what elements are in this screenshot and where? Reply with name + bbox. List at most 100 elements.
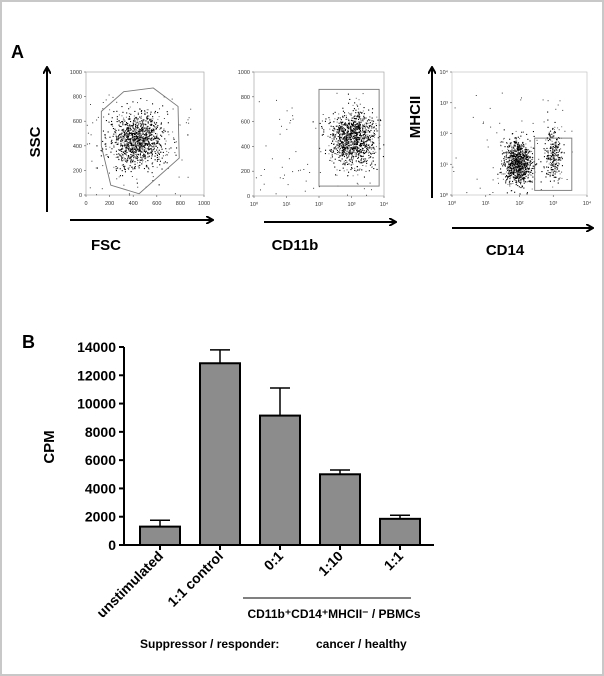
event-dot xyxy=(525,157,527,159)
event-dot xyxy=(341,142,343,144)
cpm-axis-label: CPM xyxy=(41,430,58,463)
event-dot xyxy=(127,136,129,138)
event-dot xyxy=(556,171,558,173)
event-dot xyxy=(121,153,123,155)
event-dot xyxy=(323,129,325,131)
event-dot xyxy=(363,136,365,138)
event-dot xyxy=(511,162,513,164)
event-dot xyxy=(500,145,502,147)
event-dot xyxy=(127,142,129,144)
event-dot xyxy=(522,172,524,174)
event-dot xyxy=(369,138,371,140)
event-dot xyxy=(553,135,555,137)
event-dot xyxy=(128,168,130,170)
event-dot xyxy=(321,134,323,136)
event-dot xyxy=(141,120,143,122)
event-dot xyxy=(90,104,91,105)
event-dot xyxy=(358,131,360,133)
event-dot xyxy=(358,139,360,141)
event-dot xyxy=(343,131,345,133)
event-dot xyxy=(345,138,347,140)
event-dot xyxy=(142,133,144,135)
event-dot xyxy=(351,152,353,154)
event-dot xyxy=(137,141,139,143)
event-dot xyxy=(166,111,168,113)
event-dot xyxy=(370,152,372,154)
event-dot xyxy=(514,179,516,181)
event-dot xyxy=(148,148,150,150)
event-dot xyxy=(523,170,525,172)
event-dot xyxy=(134,148,136,150)
event-dot xyxy=(340,119,342,121)
event-dot xyxy=(136,140,138,142)
event-dot xyxy=(373,120,375,122)
event-dot xyxy=(134,161,136,163)
event-dot xyxy=(347,131,349,133)
event-dot xyxy=(356,146,358,148)
y-tick-label: 12000 xyxy=(77,367,116,383)
event-dot xyxy=(549,159,551,161)
event-dot xyxy=(351,131,353,133)
event-dot xyxy=(353,145,355,147)
gate-polygon xyxy=(100,87,180,195)
event-dot xyxy=(364,137,366,139)
event-dot xyxy=(505,158,507,160)
event-dot xyxy=(525,163,527,165)
event-dot xyxy=(372,122,374,124)
event-dot xyxy=(279,133,281,135)
event-dot xyxy=(336,121,338,123)
event-dot xyxy=(162,105,164,107)
event-dot xyxy=(132,137,134,139)
event-dot xyxy=(350,141,352,143)
event-dot xyxy=(527,155,529,157)
event-dot xyxy=(336,169,338,171)
event-dot xyxy=(531,167,533,169)
event-dot xyxy=(141,146,143,148)
event-dot xyxy=(129,151,131,153)
event-dot xyxy=(526,169,528,171)
event-dot xyxy=(509,163,511,165)
event-dot xyxy=(354,143,356,145)
event-dot xyxy=(514,191,516,193)
event-dot xyxy=(332,150,334,152)
event-dot xyxy=(557,182,559,184)
event-dot xyxy=(523,144,525,146)
event-dot xyxy=(174,193,176,195)
event-dot xyxy=(342,141,344,143)
event-dot xyxy=(514,165,516,167)
event-dot xyxy=(133,157,135,159)
event-dot xyxy=(142,161,144,163)
event-dot xyxy=(532,162,534,164)
event-dot xyxy=(148,155,150,157)
event-dot xyxy=(105,143,107,145)
x-tick-label: 10³ xyxy=(348,202,356,208)
event-dot xyxy=(532,122,534,124)
event-dot xyxy=(508,152,510,154)
event-dot xyxy=(354,115,356,117)
event-dot xyxy=(509,165,511,167)
event-dot xyxy=(374,134,376,136)
event-dot xyxy=(128,155,130,157)
event-dot xyxy=(144,131,146,133)
event-dot xyxy=(366,131,368,133)
event-dot xyxy=(362,120,364,122)
event-dot xyxy=(181,159,183,161)
event-dot xyxy=(555,146,557,148)
event-dot xyxy=(109,146,111,148)
event-dot xyxy=(513,177,515,179)
event-dot xyxy=(517,155,519,157)
event-dot xyxy=(546,157,548,159)
event-dot xyxy=(525,155,527,157)
event-dot xyxy=(362,155,364,157)
event-dot xyxy=(139,108,141,110)
event-dot xyxy=(141,137,143,139)
event-dot xyxy=(354,127,356,129)
event-dot xyxy=(152,143,154,145)
event-dot xyxy=(354,118,356,120)
event-dot xyxy=(531,182,533,183)
event-dot xyxy=(512,158,514,160)
event-dot xyxy=(147,139,149,141)
event-dot xyxy=(102,140,104,142)
event-dot xyxy=(514,142,516,144)
event-dot xyxy=(360,155,362,157)
